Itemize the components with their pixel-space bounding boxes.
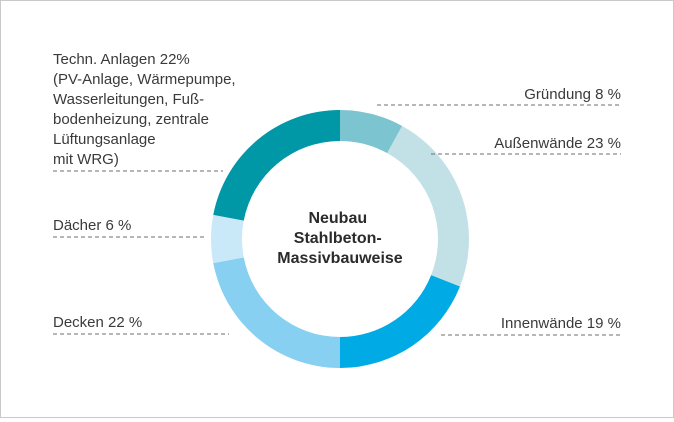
label-gruendung: Gründung 8 % <box>524 86 621 103</box>
label-techn-anlagen-line-2: (PV-Anlage, Wärmepumpe, <box>53 71 236 88</box>
slice-decken <box>213 257 340 368</box>
center-label-line-2: Stahlbeton- <box>294 230 382 247</box>
slice-innenwaende <box>340 275 460 368</box>
label-daecher: Dächer 6 % <box>53 217 131 234</box>
slice-techn-anlagen <box>213 110 340 221</box>
slice-daecher <box>211 214 244 264</box>
slice-aussenwaende <box>387 125 470 287</box>
label-aussenwaende: Außenwände 23 % <box>494 135 621 152</box>
center-label: Neubau Stahlbeton- Massivbauweise <box>277 210 403 267</box>
slice-gruendung <box>340 110 403 154</box>
label-techn-anlagen-line-3: Wasserleitungen, Fuß- <box>53 91 204 108</box>
label-decken: Decken 22 % <box>53 314 142 331</box>
label-techn-anlagen: Techn. Anlagen 22% (PV-Anlage, Wärmepump… <box>53 51 240 168</box>
label-techn-anlagen-line-1: Techn. Anlagen 22% <box>53 51 190 68</box>
label-techn-anlagen-line-4: bodenheizung, zentrale <box>53 111 209 128</box>
center-label-line-3: Massivbauweise <box>277 250 403 267</box>
label-techn-anlagen-line-6: mit WRG) <box>53 151 119 168</box>
label-innenwaende: Innenwände 19 % <box>501 315 621 332</box>
center-label-line-1: Neubau <box>308 210 367 227</box>
label-techn-anlagen-line-5: Lüftungsanlage <box>53 131 156 148</box>
donut-slices <box>211 110 470 368</box>
